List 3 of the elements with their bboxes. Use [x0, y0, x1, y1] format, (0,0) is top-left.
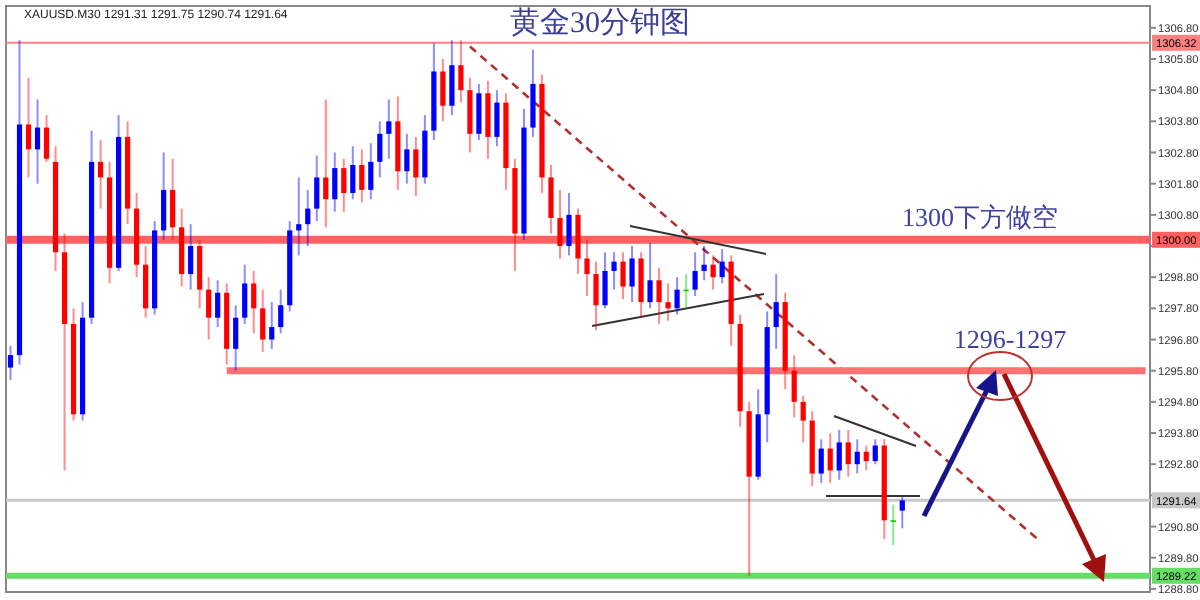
annotation: 1296-1297: [953, 324, 1068, 354]
annotation: 1300下方做空: [902, 202, 1058, 232]
chart-title: 黄金30分钟图: [510, 6, 690, 40]
